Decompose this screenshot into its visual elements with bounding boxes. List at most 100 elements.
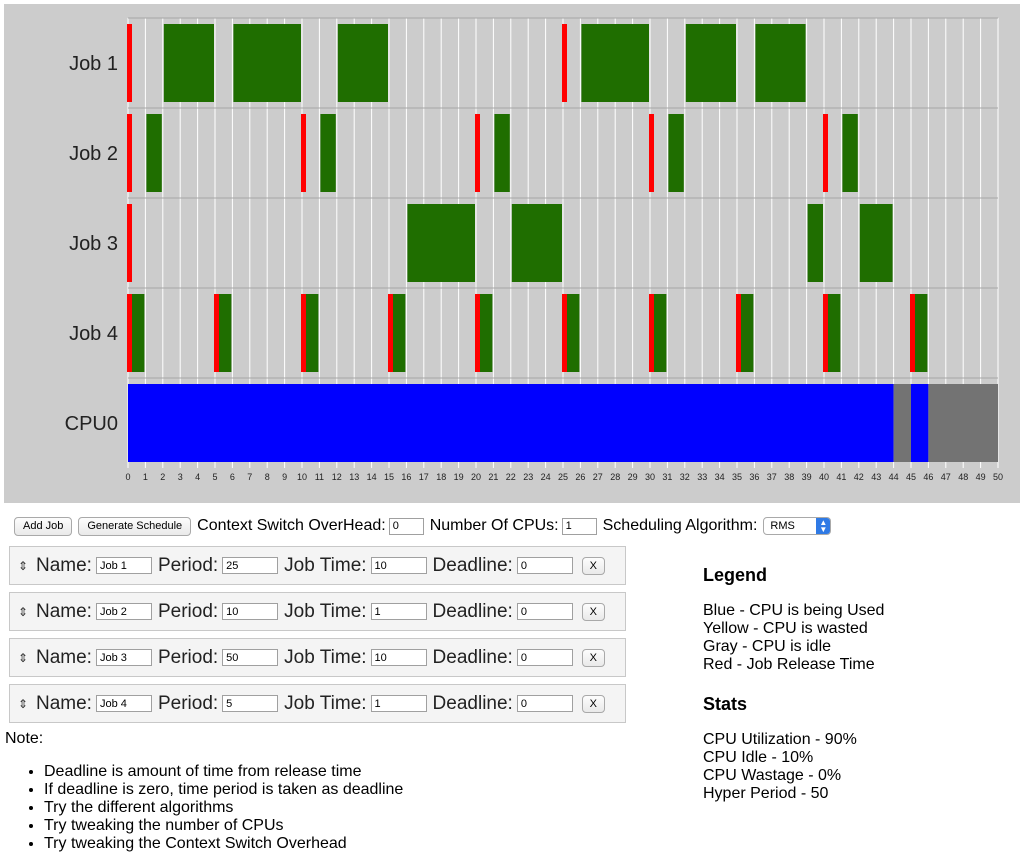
tick-label: 0 xyxy=(125,472,130,482)
job-release-marker xyxy=(649,114,654,192)
tick-label: 39 xyxy=(802,472,812,482)
job-release-marker xyxy=(910,294,915,372)
job-release-marker xyxy=(127,204,132,282)
job-period-label: Period: xyxy=(157,554,219,576)
job-time-label: Job Time: xyxy=(284,692,367,714)
drag-handle-icon[interactable]: ⇕ xyxy=(17,696,29,711)
remove-job-button[interactable]: X xyxy=(581,556,605,575)
job-row: ⇕ Name: Period: Job Time: Deadline: X xyxy=(9,638,626,677)
job-deadline-input[interactable] xyxy=(516,557,573,574)
remove-job-button[interactable]: X xyxy=(581,648,605,667)
remove-job-button[interactable]: X xyxy=(581,602,605,621)
tick-label: 29 xyxy=(628,472,638,482)
cpu-used-block xyxy=(911,384,929,462)
tick-label: 17 xyxy=(419,472,429,482)
tick-label: 33 xyxy=(697,472,707,482)
job-deadline-input[interactable] xyxy=(516,603,573,620)
tick-label: 40 xyxy=(819,472,829,482)
job-release-marker xyxy=(301,294,306,372)
job-run-block xyxy=(129,294,145,372)
tick-label: 49 xyxy=(976,472,986,482)
stat-item: Hyper Period - 50 xyxy=(703,785,829,802)
drag-handle-icon[interactable]: ⇕ xyxy=(17,604,29,619)
job-deadline-input[interactable] xyxy=(516,695,573,712)
job-time-input[interactable] xyxy=(370,603,427,620)
tick-label: 46 xyxy=(923,472,933,482)
job-name-input[interactable] xyxy=(95,649,152,666)
tick-label: 10 xyxy=(297,472,307,482)
job-run-block xyxy=(755,24,806,102)
cpu-idle-block xyxy=(893,384,911,462)
job-period-input[interactable] xyxy=(222,557,279,574)
job-time-input[interactable] xyxy=(370,557,427,574)
legend-item: Gray - CPU is idle xyxy=(703,638,832,655)
tick-label: 47 xyxy=(941,472,951,482)
job-run-block xyxy=(337,24,388,102)
job-time-input[interactable] xyxy=(370,649,427,666)
job-run-block xyxy=(581,24,649,102)
tick-label: 13 xyxy=(349,472,359,482)
job-run-block xyxy=(738,294,754,372)
num-cpus-input[interactable] xyxy=(561,517,597,535)
legend-stats-panel: Legend Blue - CPU is being Used Yellow -… xyxy=(703,565,884,803)
legend-item: Blue - CPU is being Used xyxy=(703,602,885,619)
note-item: Deadline is amount of time from release … xyxy=(44,763,544,781)
tick-label: 4 xyxy=(195,472,200,482)
tick-label: 26 xyxy=(575,472,585,482)
job-row: ⇕ Name: Period: Job Time: Deadline: X xyxy=(9,592,626,631)
cpu-used-block xyxy=(128,384,894,462)
job-name-input[interactable] xyxy=(95,603,152,620)
job-name-label: Name: xyxy=(36,692,92,714)
legend-item: Yellow - CPU is wasted xyxy=(703,620,868,637)
job-release-marker xyxy=(823,294,828,372)
job-run-block xyxy=(233,24,301,102)
job-run-block xyxy=(912,294,928,372)
job-name-input[interactable] xyxy=(95,557,152,574)
tick-label: 5 xyxy=(212,472,217,482)
note-item: Try the different algorithms xyxy=(44,799,544,817)
job-release-marker xyxy=(127,294,132,372)
tick-label: 38 xyxy=(784,472,794,482)
job-time-label: Job Time: xyxy=(284,554,367,576)
tick-label: 45 xyxy=(906,472,916,482)
drag-handle-icon[interactable]: ⇕ xyxy=(17,650,29,665)
job-run-block xyxy=(407,204,475,282)
tick-label: 2 xyxy=(160,472,165,482)
tick-label: 31 xyxy=(662,472,672,482)
tick-label: 8 xyxy=(265,472,270,482)
tick-label: 18 xyxy=(436,472,446,482)
tick-label: 42 xyxy=(854,472,864,482)
generate-schedule-button[interactable]: Generate Schedule xyxy=(78,516,192,536)
job-name-input[interactable] xyxy=(95,695,152,712)
remove-job-button[interactable]: X xyxy=(581,694,605,713)
row-label: Job 3 xyxy=(69,233,118,255)
context-switch-input[interactable] xyxy=(388,517,424,535)
add-job-button[interactable]: Add Job xyxy=(14,516,73,536)
job-release-marker xyxy=(475,294,480,372)
job-run-block xyxy=(146,114,162,192)
tick-label: 24 xyxy=(541,472,551,482)
tick-label: 22 xyxy=(506,472,516,482)
job-deadline-label: Deadline: xyxy=(432,646,513,668)
algorithm-select[interactable]: RMS ▲ ▼ xyxy=(763,517,832,535)
job-period-input[interactable] xyxy=(222,649,279,666)
job-release-marker xyxy=(127,24,132,102)
job-run-block xyxy=(303,294,319,372)
tick-label: 37 xyxy=(767,472,777,482)
tick-label: 32 xyxy=(680,472,690,482)
job-release-marker xyxy=(127,114,132,192)
job-run-block xyxy=(859,204,893,282)
job-deadline-input[interactable] xyxy=(516,649,573,666)
drag-handle-icon[interactable]: ⇕ xyxy=(17,558,29,573)
tick-label: 3 xyxy=(178,472,183,482)
job-time-input[interactable] xyxy=(370,695,427,712)
row-label: Job 1 xyxy=(69,53,118,75)
tick-label: 25 xyxy=(558,472,568,482)
job-period-input[interactable] xyxy=(222,695,279,712)
job-run-block xyxy=(564,294,580,372)
job-row: ⇕ Name: Period: Job Time: Deadline: X xyxy=(9,546,626,585)
job-period-input[interactable] xyxy=(222,603,279,620)
row-label: Job 4 xyxy=(69,323,118,345)
stats-title: Stats xyxy=(703,694,748,714)
tick-label: 28 xyxy=(610,472,620,482)
